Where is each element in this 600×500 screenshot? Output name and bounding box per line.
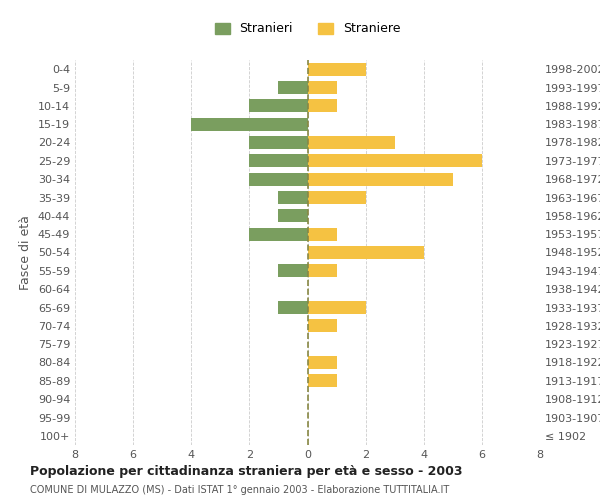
Bar <box>308 356 337 369</box>
Bar <box>278 264 308 277</box>
Bar <box>308 320 337 332</box>
Bar <box>278 210 308 222</box>
Bar <box>250 154 308 167</box>
Bar <box>308 374 337 387</box>
Bar <box>191 118 308 130</box>
Bar <box>250 136 308 149</box>
Bar <box>308 228 337 240</box>
Bar <box>250 100 308 112</box>
Bar <box>278 191 308 204</box>
Text: Popolazione per cittadinanza straniera per età e sesso - 2003: Popolazione per cittadinanza straniera p… <box>30 465 463 478</box>
Bar <box>308 154 482 167</box>
Legend: Stranieri, Straniere: Stranieri, Straniere <box>208 16 407 42</box>
Bar <box>278 301 308 314</box>
Y-axis label: Fasce di età: Fasce di età <box>19 215 32 290</box>
Bar <box>308 136 395 149</box>
Bar <box>308 264 337 277</box>
Bar <box>250 228 308 240</box>
Bar <box>308 63 365 76</box>
Bar <box>308 81 337 94</box>
Bar <box>308 301 365 314</box>
Bar <box>278 81 308 94</box>
Bar <box>308 246 424 259</box>
Bar <box>308 100 337 112</box>
Bar <box>308 191 365 204</box>
Bar <box>308 173 453 186</box>
Bar <box>250 173 308 186</box>
Text: COMUNE DI MULAZZO (MS) - Dati ISTAT 1° gennaio 2003 - Elaborazione TUTTITALIA.IT: COMUNE DI MULAZZO (MS) - Dati ISTAT 1° g… <box>30 485 449 495</box>
